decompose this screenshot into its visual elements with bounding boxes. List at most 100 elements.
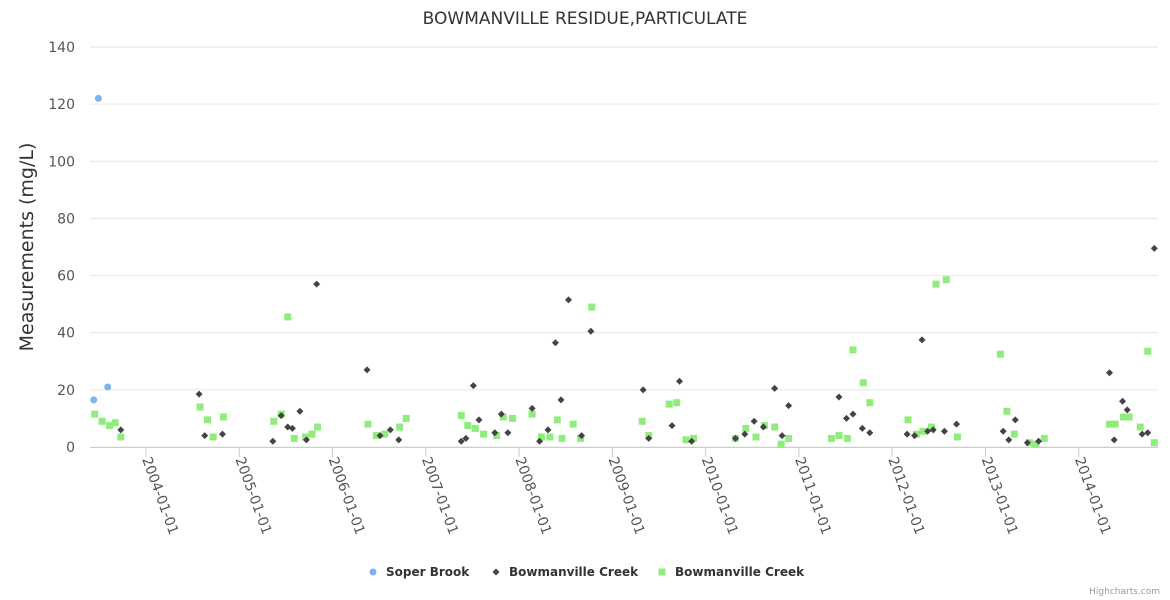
data-point[interactable] xyxy=(777,440,785,448)
data-point[interactable] xyxy=(1136,423,1144,431)
data-point[interactable] xyxy=(688,437,696,445)
data-point[interactable] xyxy=(104,383,112,391)
data-point[interactable] xyxy=(313,280,321,288)
data-point[interactable] xyxy=(288,424,296,432)
credits-link[interactable]: Highcharts.com xyxy=(1089,587,1160,597)
data-point[interactable] xyxy=(940,427,948,435)
data-point[interactable] xyxy=(219,413,227,421)
data-point[interactable] xyxy=(771,384,779,392)
legend-symbol[interactable] xyxy=(658,568,666,576)
data-point[interactable] xyxy=(218,430,226,438)
data-point[interactable] xyxy=(1010,430,1018,438)
data-point[interactable] xyxy=(1144,429,1152,437)
data-point[interactable] xyxy=(835,432,843,440)
data-point[interactable] xyxy=(849,410,857,418)
data-point[interactable] xyxy=(953,433,961,441)
data-point[interactable] xyxy=(771,423,779,431)
data-point[interactable] xyxy=(290,434,298,442)
legend-label[interactable]: Bowmanville Creek xyxy=(509,565,639,579)
data-point[interactable] xyxy=(588,303,596,311)
data-point[interactable] xyxy=(301,433,309,441)
data-point[interactable] xyxy=(308,430,316,438)
data-point[interactable] xyxy=(557,396,565,404)
data-point[interactable] xyxy=(558,434,566,442)
data-point[interactable] xyxy=(665,400,673,408)
data-point[interactable] xyxy=(314,423,322,431)
data-point[interactable] xyxy=(196,403,204,411)
data-point[interactable] xyxy=(1040,434,1048,442)
data-point[interactable] xyxy=(546,433,554,441)
data-point[interactable] xyxy=(759,423,767,431)
legend-item[interactable]: Bowmanville Creek xyxy=(492,565,640,579)
data-point[interactable] xyxy=(544,426,552,434)
data-point[interactable] xyxy=(645,434,653,442)
data-point[interactable] xyxy=(504,429,512,437)
data-point[interactable] xyxy=(386,426,394,434)
data-point[interactable] xyxy=(577,434,585,442)
data-point[interactable] xyxy=(1125,413,1133,421)
data-point[interactable] xyxy=(296,407,304,415)
legend-symbol[interactable] xyxy=(492,568,500,576)
data-point[interactable] xyxy=(904,416,912,424)
data-point[interactable] xyxy=(638,417,646,425)
data-point[interactable] xyxy=(551,339,559,347)
data-point[interactable] xyxy=(372,432,380,440)
data-point[interactable] xyxy=(929,426,937,434)
data-point[interactable] xyxy=(1032,440,1040,448)
data-point[interactable] xyxy=(528,410,536,418)
data-point[interactable] xyxy=(859,379,867,387)
data-point[interactable] xyxy=(1144,347,1152,355)
data-point[interactable] xyxy=(668,422,676,430)
data-point[interactable] xyxy=(480,430,488,438)
data-point[interactable] xyxy=(919,427,927,435)
legend-label[interactable]: Soper Brook xyxy=(386,565,470,579)
data-point[interactable] xyxy=(565,296,573,304)
data-point[interactable] xyxy=(1150,244,1158,252)
data-point[interactable] xyxy=(742,424,750,432)
data-point[interactable] xyxy=(106,422,114,430)
data-point[interactable] xyxy=(999,427,1007,435)
data-point[interactable] xyxy=(195,390,203,398)
data-point[interactable] xyxy=(98,417,106,425)
data-point[interactable] xyxy=(903,430,911,438)
data-point[interactable] xyxy=(1111,420,1119,428)
data-point[interactable] xyxy=(953,420,961,428)
data-point[interactable] xyxy=(932,280,940,288)
data-point[interactable] xyxy=(996,350,1004,358)
data-point[interactable] xyxy=(457,412,465,420)
data-point[interactable] xyxy=(277,412,285,420)
data-point[interactable] xyxy=(1035,437,1043,445)
data-point[interactable] xyxy=(395,436,403,444)
data-point[interactable] xyxy=(497,410,505,418)
data-point[interactable] xyxy=(499,413,507,421)
data-point[interactable] xyxy=(741,430,749,438)
data-point[interactable] xyxy=(363,366,371,374)
data-point[interactable] xyxy=(509,414,517,422)
data-point[interactable] xyxy=(785,434,793,442)
data-point[interactable] xyxy=(843,434,851,442)
data-point[interactable] xyxy=(918,336,926,344)
data-point[interactable] xyxy=(675,377,683,385)
data-point[interactable] xyxy=(376,432,384,440)
data-point[interactable] xyxy=(911,432,919,440)
data-point[interactable] xyxy=(302,436,310,444)
data-point[interactable] xyxy=(835,393,843,401)
data-point[interactable] xyxy=(1005,436,1013,444)
data-point[interactable] xyxy=(469,382,477,390)
data-point[interactable] xyxy=(457,437,465,445)
data-point[interactable] xyxy=(462,434,470,442)
data-point[interactable] xyxy=(396,423,404,431)
data-point[interactable] xyxy=(778,432,786,440)
data-point[interactable] xyxy=(866,399,874,407)
data-point[interactable] xyxy=(682,436,690,444)
data-point[interactable] xyxy=(204,416,212,424)
data-point[interactable] xyxy=(866,429,874,437)
data-point[interactable] xyxy=(364,420,372,428)
data-point[interactable] xyxy=(578,432,586,440)
data-point[interactable] xyxy=(942,276,950,284)
data-point[interactable] xyxy=(1110,436,1118,444)
data-point[interactable] xyxy=(1023,439,1031,447)
data-point[interactable] xyxy=(858,424,866,432)
data-point[interactable] xyxy=(381,430,389,438)
data-point[interactable] xyxy=(1150,439,1158,447)
